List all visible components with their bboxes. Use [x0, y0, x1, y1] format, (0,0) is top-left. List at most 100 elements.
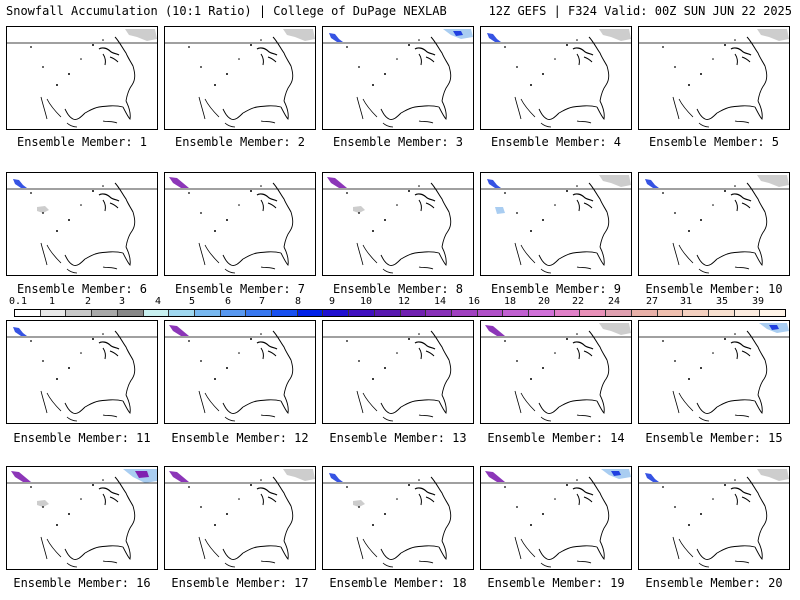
ensemble-member-label: Ensemble Member: 8: [332, 282, 464, 296]
map-outline: [7, 29, 157, 128]
colorbar-swatch: [631, 310, 658, 316]
colorbar-swatch: [580, 310, 607, 316]
snow-area: [329, 33, 343, 42]
ensemble-member-label: Ensemble Member: 15: [645, 431, 783, 445]
snow-area: [453, 31, 463, 36]
snow-area: [37, 500, 49, 507]
ensemble-member-label: Ensemble Member: 17: [171, 576, 309, 590]
colorbar-swatch: [66, 310, 93, 316]
ensemble-member-label: Ensemble Member: 5: [648, 135, 780, 149]
colorbar-swatch: [169, 310, 195, 316]
colorbar-swatch: [734, 310, 761, 316]
colorbar-swatch: [683, 310, 709, 316]
colorbar-swatch: [426, 310, 452, 316]
ensemble-map-panel: [164, 320, 316, 424]
colorbar-swatch: [297, 310, 324, 316]
snow-area: [353, 500, 365, 507]
ensemble-member-label: Ensemble Member: 6: [16, 282, 148, 296]
ensemble-member-label: Ensemble Member: 3: [332, 135, 464, 149]
map-outline: [481, 175, 631, 274]
ensemble-map-panel: [638, 26, 790, 130]
ensemble-map-panel: [164, 466, 316, 570]
map-outline: [165, 469, 315, 568]
colorbar-tick-label: 14: [433, 296, 447, 307]
colorbar-swatch: [117, 310, 144, 316]
snow-area: [599, 323, 631, 335]
snow-area: [283, 469, 315, 481]
colorbar-swatch: [220, 310, 247, 316]
colorbar-swatch: [606, 310, 632, 316]
ensemble-map-panel: [638, 466, 790, 570]
colorbar-tick-label: 20: [537, 296, 551, 307]
ensemble-map-panel: [322, 172, 474, 276]
snow-area: [353, 206, 365, 213]
snow-area: [757, 175, 789, 187]
snow-area: [169, 471, 189, 482]
snow-area: [37, 206, 49, 213]
snow-area: [495, 207, 505, 214]
map-outline: [165, 177, 315, 274]
colorbar-tick-label: 7: [258, 296, 266, 307]
ensemble-member-label: Ensemble Member: 18: [329, 576, 467, 590]
colorbar-swatch: [194, 310, 221, 316]
ensemble-member-label: Ensemble Member: 7: [174, 282, 306, 296]
colorbar-swatch: [272, 310, 298, 316]
ensemble-map-panel: [638, 172, 790, 276]
colorbar-swatch: [477, 310, 504, 316]
ensemble-member-label: Ensemble Member: 19: [487, 576, 625, 590]
colorbar-tick-label: 31: [679, 296, 693, 307]
colorbar-swatch: [15, 310, 41, 316]
ensemble-map-panel: [638, 320, 790, 424]
snow-area: [135, 471, 149, 478]
map-outline: [323, 473, 473, 568]
map-outline: [323, 177, 473, 274]
snow-area: [485, 325, 505, 336]
colorbar-swatch: [374, 310, 401, 316]
snow-area: [599, 175, 631, 187]
snow-area: [645, 179, 659, 188]
ensemble-member-label: Ensemble Member: 13: [329, 431, 467, 445]
colorbar-swatch: [554, 310, 581, 316]
snow-area: [757, 29, 789, 41]
ensemble-member-label: Ensemble Member: 14: [487, 431, 625, 445]
colorbar-swatch: [323, 310, 350, 316]
map-outline: [7, 327, 157, 422]
colorbar-tick-label: 39: [751, 296, 765, 307]
ensemble-member-label: Ensemble Member: 4: [490, 135, 622, 149]
ensemble-member-label: Ensemble Member: 9: [490, 282, 622, 296]
ensemble-map-panel: [6, 172, 158, 276]
colorbar-tick-label: 5: [188, 296, 196, 307]
colorbar-tick-label: 0.1: [8, 296, 28, 307]
ensemble-map-panel: [6, 26, 158, 130]
colorbar-tick-label: 35: [715, 296, 729, 307]
map-outline: [323, 29, 473, 128]
colorbar-tick-label: 2: [84, 296, 92, 307]
colorbar-swatch: [349, 310, 375, 316]
run-info: 12Z GEFS | F324 Valid: 00Z SUN JUN 22 20…: [488, 4, 792, 18]
snow-area: [327, 177, 347, 188]
ensemble-map-panel: [6, 466, 158, 570]
map-outline: [7, 179, 157, 274]
map-outline: [639, 323, 789, 422]
map-outline: [7, 469, 157, 568]
snow-area: [487, 33, 501, 42]
colorbar-swatch: [246, 310, 273, 316]
colorbar-swatch: [760, 310, 786, 316]
ensemble-member-label: Ensemble Member: 1: [16, 135, 148, 149]
map-outline: [639, 469, 789, 568]
colorbar-tick-label: 24: [607, 296, 621, 307]
ensemble-map-panel: [322, 26, 474, 130]
colorbar-tick-label: 18: [503, 296, 517, 307]
snow-area: [757, 469, 789, 481]
ensemble-map-panel: [322, 320, 474, 424]
ensemble-map-panel: [322, 466, 474, 570]
colorbar-labels: 0.1 1 2 3 4 5 6 7 8 9 10 12 14 16 18 20 22 24 27 31 35 39: [9, 296, 786, 308]
ensemble-member-label: Ensemble Member: 12: [171, 431, 309, 445]
colorbar-swatch: [451, 310, 478, 316]
colorbar-swatch: [40, 310, 67, 316]
ensemble-map-panel: [164, 26, 316, 130]
ensemble-member-label: Ensemble Member: 16: [13, 576, 151, 590]
map-outline: [639, 29, 789, 128]
ensemble-member-label: Ensemble Member: 11: [13, 431, 151, 445]
colorbar-swatch: [92, 310, 118, 316]
